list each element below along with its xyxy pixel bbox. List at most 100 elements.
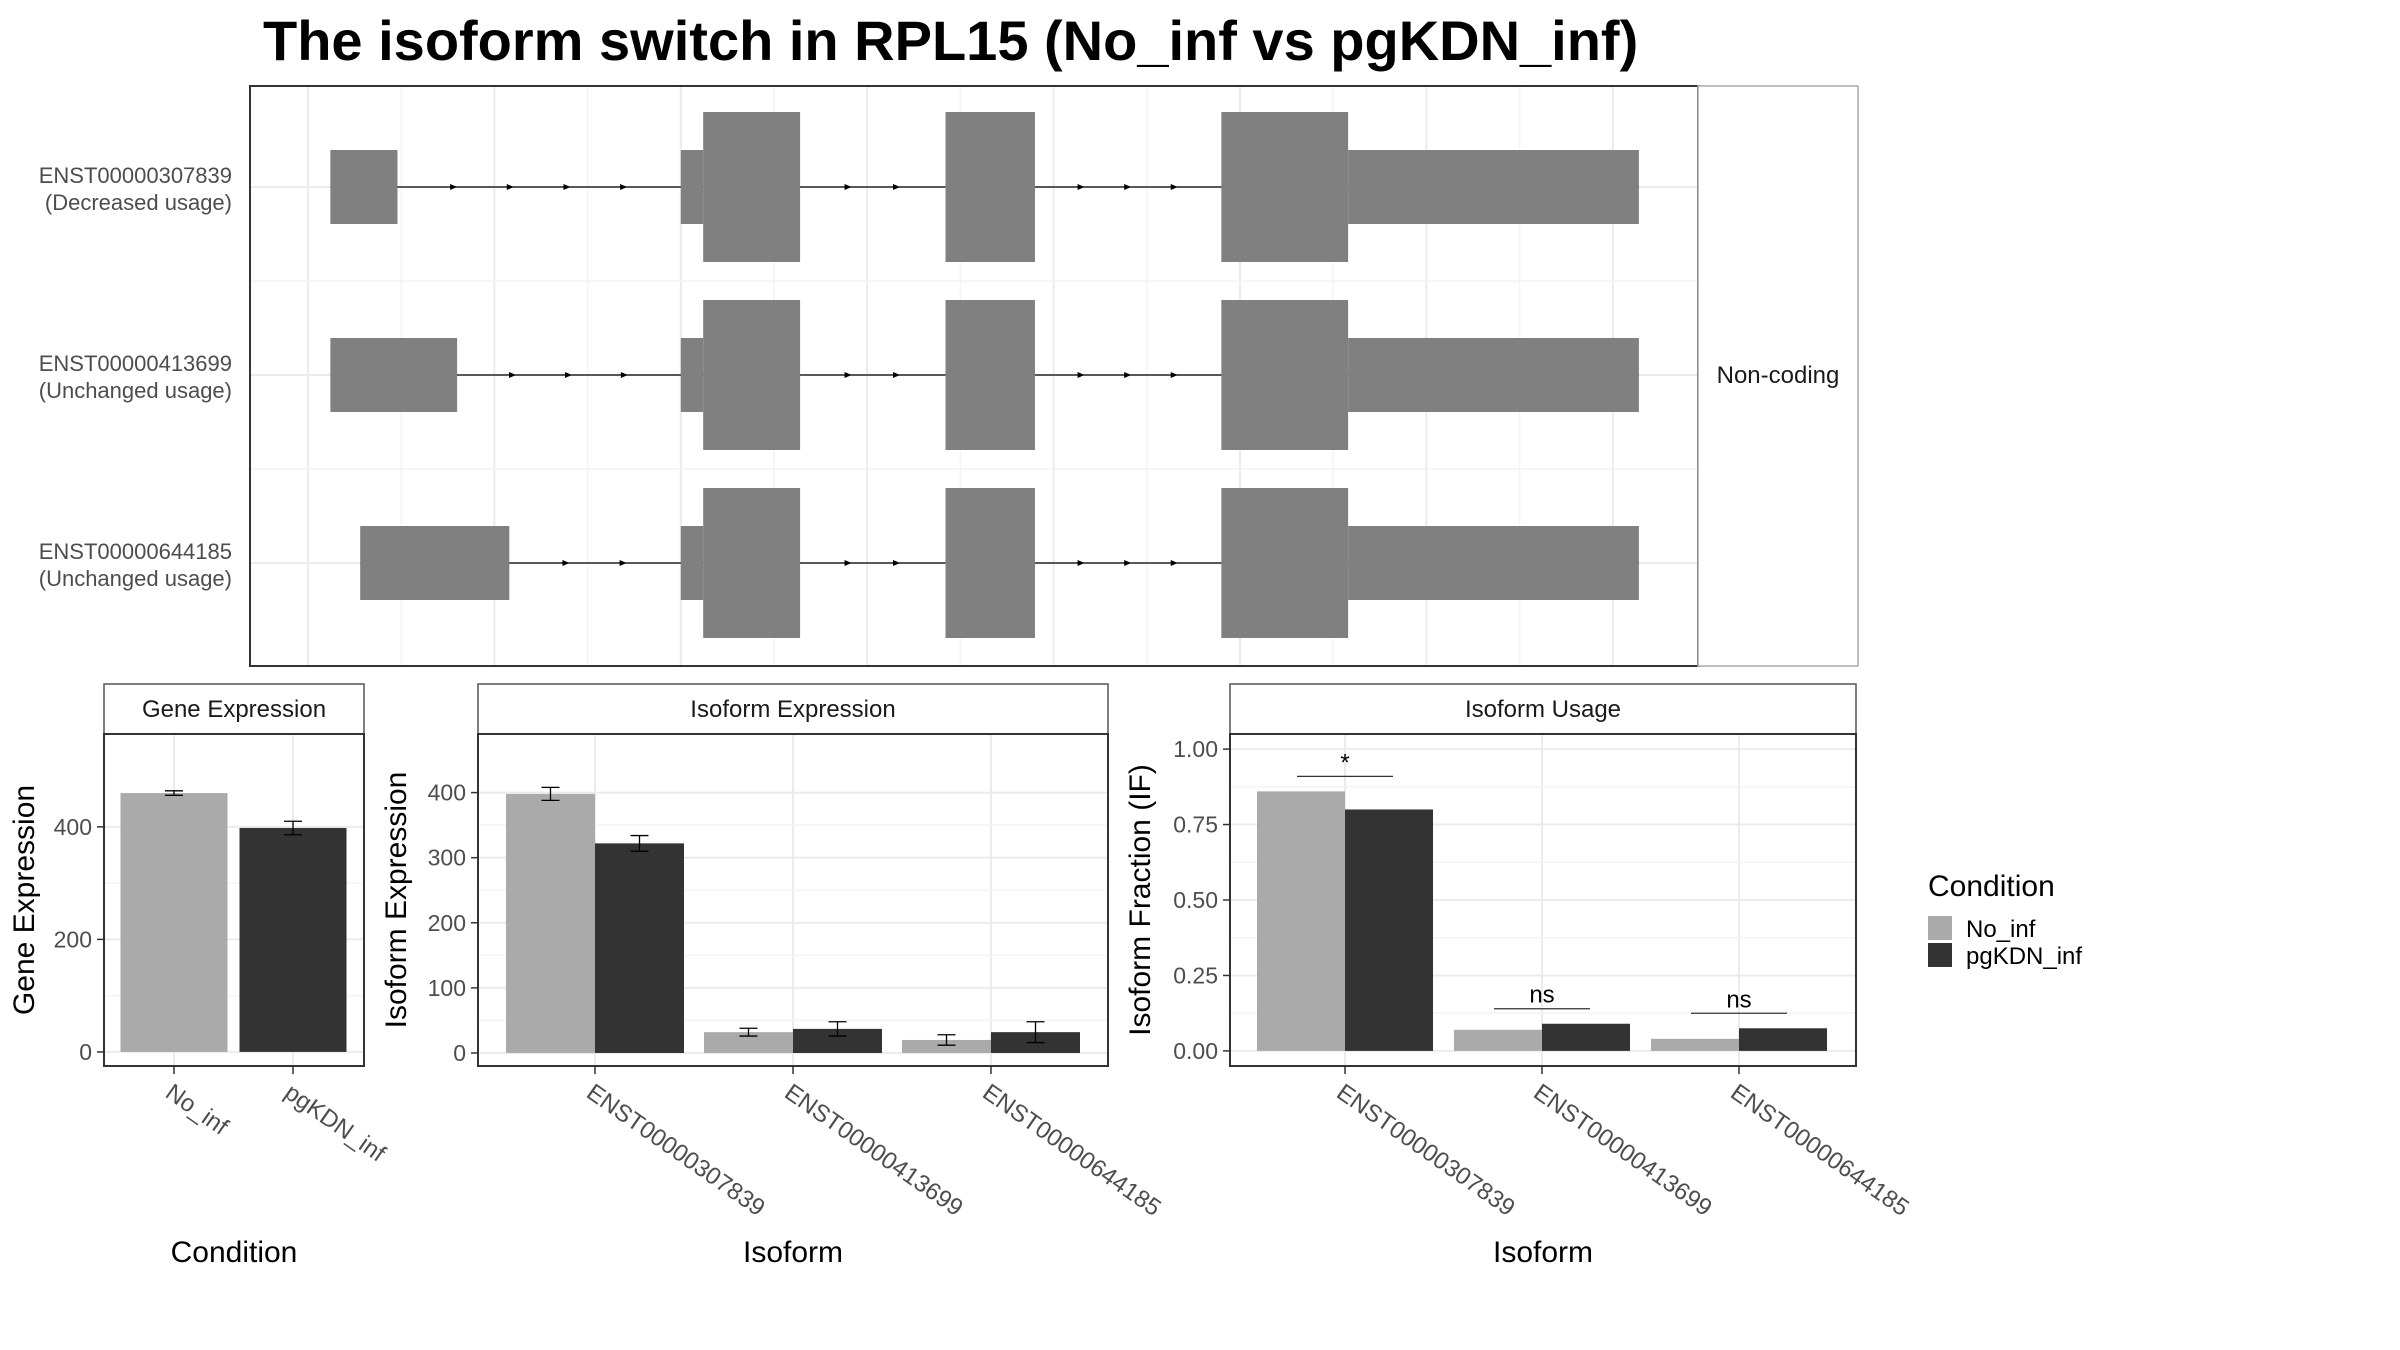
exon-block	[1348, 526, 1639, 600]
panel-title: Isoform Usage	[1465, 696, 1621, 723]
intron-arrow	[1124, 560, 1132, 566]
intron-arrow	[1170, 560, 1178, 566]
bar-pgKDN_inf	[1739, 1028, 1827, 1051]
legend-swatch	[1928, 943, 1952, 967]
bar-pgKDN_inf	[1345, 809, 1433, 1051]
exon-block	[703, 112, 801, 262]
y-tick-label: 200	[54, 926, 92, 952]
bar-No_inf	[902, 1039, 991, 1053]
bar-pgKDN_inf	[239, 827, 347, 1052]
exon-block	[1348, 150, 1639, 224]
intron-arrow	[1170, 372, 1178, 378]
intron-arrow	[893, 560, 901, 566]
exon-block	[330, 150, 398, 224]
bar-No_inf	[506, 793, 595, 1053]
intron-arrow	[1124, 184, 1132, 190]
legend-label: No_inf	[1966, 916, 2036, 943]
y-axis-label: Gene Expression	[8, 785, 41, 1015]
exon-block	[330, 338, 458, 412]
exon-block	[945, 112, 1035, 262]
y-tick-label: 0	[453, 1040, 466, 1066]
bar-No_inf	[1454, 1029, 1542, 1051]
panel-title: Gene Expression	[142, 696, 326, 723]
bar-No_inf	[120, 793, 228, 1052]
y-tick-label: 200	[428, 910, 466, 936]
y-tick-label: 300	[428, 845, 466, 871]
intron-arrow	[562, 560, 570, 566]
intron-arrow	[893, 184, 901, 190]
facet-strip	[1697, 85, 1859, 667]
x-tick-label: ENST00000307839	[582, 1079, 770, 1222]
bar-pgKDN_inf	[1542, 1023, 1630, 1051]
legend-title: Condition	[1928, 870, 2055, 903]
bar-No_inf	[704, 1032, 793, 1053]
exon-block	[1221, 300, 1349, 450]
x-axis-label: Condition	[171, 1236, 298, 1269]
intron-arrow	[620, 184, 628, 190]
intron-arrow	[1077, 372, 1085, 378]
bar-No_inf	[1257, 791, 1345, 1051]
bar-No_inf	[1651, 1038, 1739, 1051]
exon-block	[703, 488, 801, 638]
intron-arrow	[620, 372, 628, 378]
exon-block	[703, 300, 801, 450]
y-tick-label: 0.00	[1173, 1038, 1218, 1064]
legend-label: pgKDN_inf	[1966, 943, 2082, 970]
x-axis-label: Isoform	[743, 1236, 843, 1269]
exon-block	[1221, 488, 1349, 638]
transcript-id-label: ENST00000644185	[39, 539, 232, 564]
panel-title: Isoform Expression	[690, 696, 895, 723]
significance-label: *	[1340, 749, 1349, 776]
intron-arrow	[1170, 184, 1178, 190]
significance-label: ns	[1726, 986, 1751, 1013]
panel-border	[103, 733, 365, 1067]
x-tick-label: ENST00000307839	[1332, 1079, 1520, 1222]
panel-strip	[103, 683, 365, 735]
x-tick-label: ENST00000644185	[978, 1079, 1166, 1222]
intron-arrow	[1124, 372, 1132, 378]
intron-arrow	[450, 184, 458, 190]
exon-block	[1221, 112, 1349, 262]
intron-arrow	[563, 184, 571, 190]
y-tick-label: 0.25	[1173, 962, 1218, 988]
exon-block	[680, 526, 704, 600]
transcript-id-label: ENST00000307839	[39, 163, 232, 188]
intron-arrow	[893, 372, 901, 378]
intron-arrow	[564, 372, 572, 378]
y-tick-label: 1.00	[1173, 736, 1218, 762]
chart-title: The isoform switch in RPL15 (No_inf vs p…	[263, 9, 1639, 72]
y-tick-label: 100	[428, 975, 466, 1001]
y-axis-label: Isoform Fraction (IF)	[1124, 764, 1157, 1036]
intron-arrow	[844, 372, 852, 378]
x-tick-label: ENST00000644185	[1726, 1079, 1914, 1222]
facet-label: Non-coding	[1717, 362, 1840, 389]
bar-pgKDN_inf	[595, 843, 684, 1053]
x-tick-label: ENST00000413699	[1529, 1079, 1717, 1222]
intron-arrow	[844, 560, 852, 566]
exon-block	[680, 338, 704, 412]
intron-arrow	[509, 372, 517, 378]
exon-block	[680, 150, 704, 224]
x-tick-label: No_inf	[161, 1079, 234, 1141]
x-tick-label: ENST00000413699	[780, 1079, 968, 1222]
y-tick-label: 0.50	[1173, 887, 1218, 913]
intron-arrow	[506, 184, 514, 190]
panel-border	[1229, 733, 1857, 1067]
x-axis-label: Isoform	[1493, 1236, 1593, 1269]
y-axis-label: Isoform Expression	[380, 772, 413, 1029]
y-tick-label: 400	[54, 814, 92, 840]
x-tick-label: pgKDN_inf	[280, 1079, 391, 1168]
panel-strip	[477, 683, 1109, 735]
transcript-usage-label: (Unchanged usage)	[39, 378, 232, 403]
intron-arrow	[1077, 560, 1085, 566]
intron-arrow	[844, 184, 852, 190]
intron-arrow	[619, 560, 627, 566]
legend-swatch	[1928, 916, 1952, 940]
exon-block	[945, 488, 1035, 638]
transcript-id-label: ENST00000413699	[39, 351, 232, 376]
exon-block	[360, 526, 510, 600]
significance-label: ns	[1529, 982, 1554, 1009]
exon-block	[945, 300, 1035, 450]
transcript-usage-label: (Unchanged usage)	[39, 566, 232, 591]
